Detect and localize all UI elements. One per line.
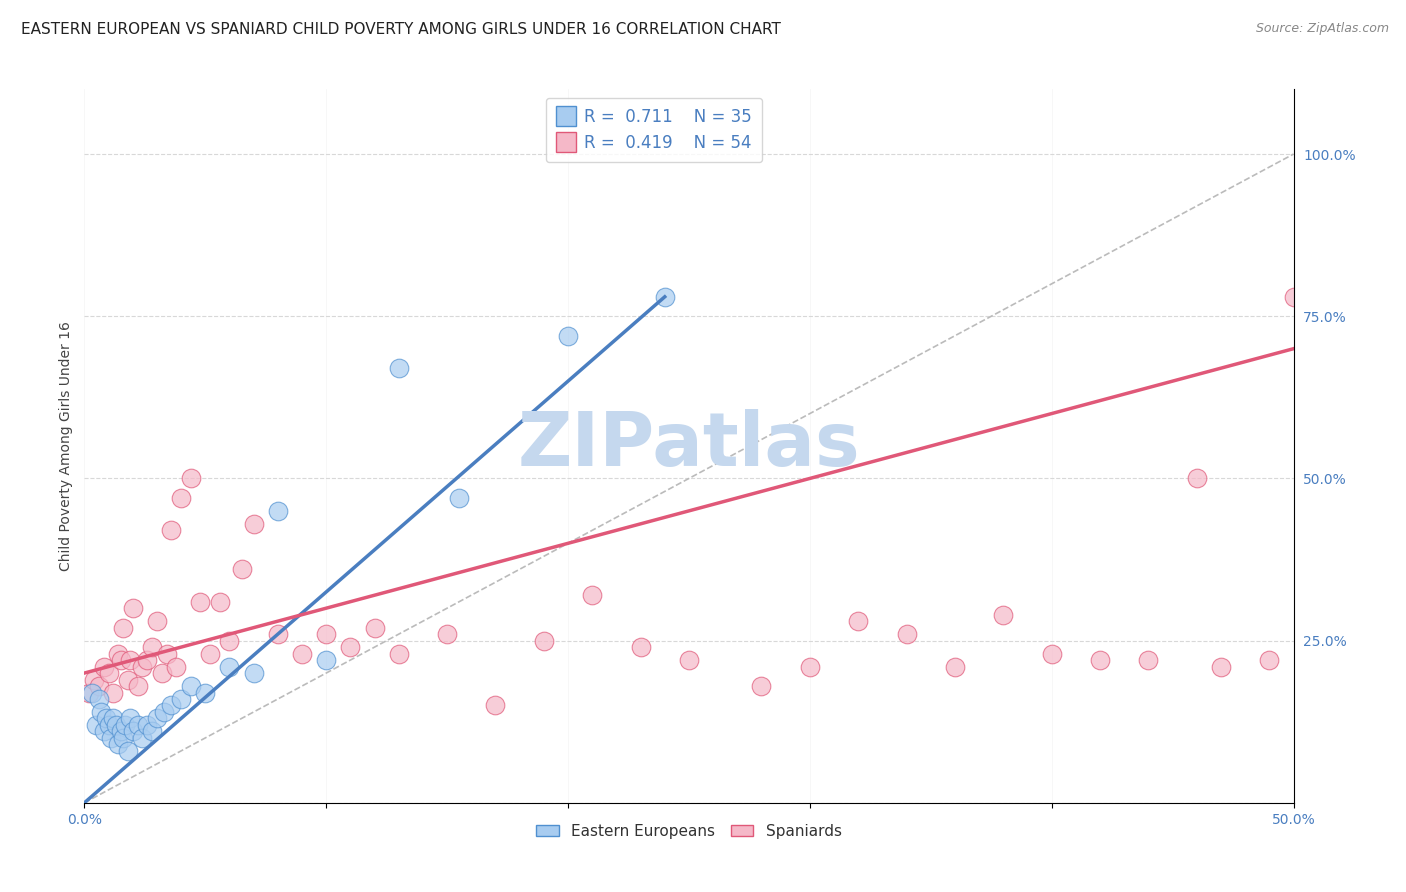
Point (339, 640, 361, 654)
Point (121, 724, 143, 739)
Point (1185, 471, 1208, 485)
Point (799, 659, 821, 673)
Point (97, 718, 120, 732)
Point (110, 653, 132, 667)
Point (533, 633, 555, 648)
Point (194, 685, 217, 699)
Point (93, 659, 115, 673)
Point (1040, 647, 1063, 661)
Point (165, 659, 187, 673)
Point (146, 614, 169, 628)
Point (104, 718, 127, 732)
Point (97, 666, 120, 681)
Point (141, 724, 163, 739)
Point (83, 673, 105, 687)
Point (449, 491, 471, 505)
Point (103, 685, 125, 699)
Point (153, 705, 176, 719)
Point (127, 679, 149, 693)
Point (120, 653, 142, 667)
Point (484, 698, 506, 713)
Point (94, 711, 117, 725)
Point (208, 595, 231, 609)
Point (218, 633, 240, 648)
Point (155, 647, 177, 661)
Point (93, 724, 115, 739)
Point (242, 666, 264, 681)
Point (218, 659, 240, 673)
Point (170, 491, 193, 505)
Point (190, 595, 212, 609)
Point (315, 627, 337, 641)
Point (180, 471, 202, 485)
Point (90, 705, 112, 719)
Point (103, 711, 125, 725)
Point (117, 673, 139, 687)
Point (896, 627, 918, 641)
Point (180, 679, 202, 693)
Point (121, 601, 143, 615)
Point (388, 361, 411, 376)
Point (993, 607, 1015, 622)
Point (654, 290, 676, 304)
Point (100, 731, 122, 745)
Point (131, 659, 153, 673)
Text: Source: ZipAtlas.com: Source: ZipAtlas.com (1256, 22, 1389, 36)
Point (110, 724, 132, 739)
Point (1209, 659, 1232, 673)
Point (315, 653, 337, 667)
Y-axis label: Child Poverty Among Girls Under 16: Child Poverty Among Girls Under 16 (59, 321, 73, 571)
Point (1137, 653, 1160, 667)
Point (136, 718, 159, 732)
Point (678, 653, 700, 667)
Point (846, 614, 869, 628)
Point (112, 621, 135, 635)
Point (231, 562, 253, 576)
Point (388, 647, 411, 661)
Point (1258, 653, 1281, 667)
Point (117, 744, 139, 758)
Legend: Eastern Europeans, Spaniards: Eastern Europeans, Spaniards (530, 818, 848, 845)
Point (630, 640, 652, 654)
Point (267, 504, 290, 518)
Point (751, 679, 773, 693)
Point (1282, 290, 1305, 304)
Point (107, 738, 129, 752)
Point (363, 621, 385, 635)
Point (242, 516, 264, 531)
Point (86, 718, 108, 732)
Point (436, 627, 458, 641)
Point (146, 711, 169, 725)
Point (127, 718, 149, 732)
Point (114, 718, 136, 732)
Point (581, 588, 603, 602)
Point (107, 647, 129, 661)
Point (136, 653, 159, 667)
Text: ZIPatlas: ZIPatlas (517, 409, 860, 483)
Point (80, 685, 103, 699)
Point (112, 731, 135, 745)
Point (170, 692, 193, 706)
Point (267, 627, 290, 641)
Point (150, 666, 173, 681)
Text: EASTERN EUROPEAN VS SPANIARD CHILD POVERTY AMONG GIRLS UNDER 16 CORRELATION CHAR: EASTERN EUROPEAN VS SPANIARD CHILD POVER… (21, 22, 780, 37)
Point (131, 731, 153, 745)
Point (77, 685, 100, 699)
Point (160, 698, 183, 713)
Point (198, 647, 221, 661)
Point (557, 328, 579, 343)
Point (943, 659, 966, 673)
Point (87, 692, 110, 706)
Point (160, 524, 183, 538)
Point (1088, 653, 1111, 667)
Point (120, 711, 142, 725)
Point (291, 647, 314, 661)
Point (141, 640, 163, 654)
Point (87, 679, 110, 693)
